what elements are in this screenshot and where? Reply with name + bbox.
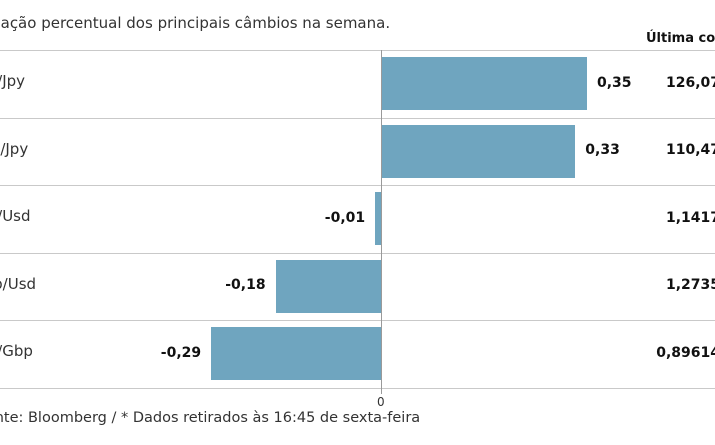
category-label: Gbp/Usd [0, 274, 37, 293]
last-quote-value: 0,89614 [656, 344, 715, 361]
bar [382, 124, 576, 178]
bar [275, 259, 381, 313]
value-label: 0,33 [585, 142, 620, 159]
row-divider [0, 388, 715, 389]
row-divider [0, 50, 715, 51]
zero-tick-label: 0 [377, 394, 385, 409]
row-divider [0, 253, 715, 254]
value-label: 0,35 [597, 74, 632, 91]
chart-subtitle: Variação percentual dos principais câmbi… [0, 14, 391, 32]
source-note: Fonte: Bloomberg / * Dados retirados às … [0, 410, 421, 426]
category-label: Eur/Jpy [0, 72, 26, 90]
last-quote-value: 110,47 [665, 142, 715, 159]
bar [382, 57, 587, 110]
category-label: Usd/Jpy [0, 139, 29, 158]
bar [375, 192, 381, 245]
category-label: Eur/Usd [0, 207, 31, 225]
last-quote-header: Última cotação* [646, 31, 715, 46]
value-label: -0,29 [160, 344, 202, 361]
last-quote-value: 126,07 [665, 74, 715, 91]
row-divider [0, 185, 715, 186]
last-quote-value: 1,2735 [665, 277, 715, 294]
category-label: Eur/Gbp [0, 342, 33, 360]
value-label: -0,18 [225, 277, 266, 294]
value-label: -0,01 [324, 209, 366, 226]
bar [211, 327, 381, 380]
zero-axis [381, 50, 382, 394]
row-divider [0, 320, 715, 321]
row-divider [0, 118, 715, 119]
last-quote-value: 1,1417 [665, 209, 715, 226]
